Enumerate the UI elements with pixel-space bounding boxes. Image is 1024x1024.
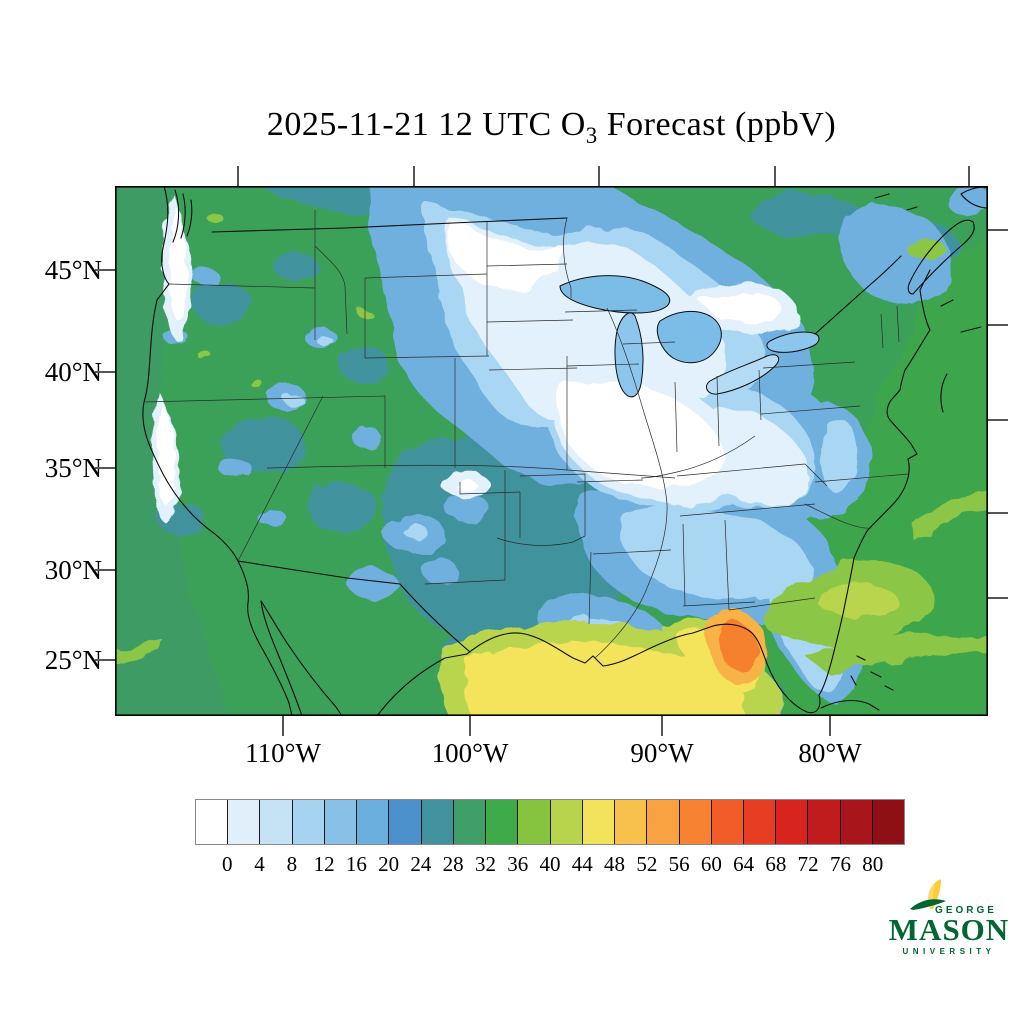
gmu-logo: GEORGE MASON UNIVERSITY: [886, 879, 1012, 971]
colorbar-tick-label: 8: [286, 852, 298, 876]
gmu-leaf-icon: [910, 879, 946, 910]
colorbar-tick-label: 64: [733, 852, 755, 876]
colorbar-segment: [743, 800, 777, 844]
colorbar-tick-label: 52: [636, 852, 658, 876]
colorbar-segment: [647, 800, 680, 844]
colorbar-segment: [679, 800, 712, 844]
colorbar-tick-label: 48: [604, 852, 626, 876]
colorbar-segment: [582, 800, 616, 844]
lat-tick-label: 35°N: [44, 453, 102, 483]
colorbar-segment: [550, 800, 583, 844]
lon-tick-top: [237, 166, 239, 186]
colorbar-tick-label: 44: [571, 852, 593, 876]
colorbar-segment: [357, 800, 390, 844]
great-lakes: [559, 275, 820, 398]
colorbar-segment: [389, 800, 422, 844]
lat-tick-label: 25°N: [44, 645, 102, 675]
colorbar-segment: [260, 800, 293, 844]
lon-tick-top: [413, 166, 415, 186]
lat-tick-label: 30°N: [44, 555, 102, 585]
lon-tick-label: 80°W: [798, 738, 862, 768]
colorbar-segment: [324, 800, 358, 844]
lon-tick-bottom: [829, 716, 831, 736]
lon-tick-bottom: [282, 716, 284, 736]
logo-line-mason: MASON: [888, 912, 1010, 947]
lon-tick-label: 90°W: [630, 738, 694, 768]
lon-tick-bottom: [469, 716, 471, 736]
coastlines: [142, 186, 988, 716]
colorbar-tick-label: 32: [474, 852, 496, 876]
colorbar: [195, 799, 905, 845]
ozone-concentration-map: [115, 186, 988, 716]
lat-tick-right: [988, 229, 1008, 231]
title-subscript: 3: [585, 122, 598, 148]
colorbar-segment: [486, 800, 519, 844]
colorbar-tick-label: 24: [410, 852, 432, 876]
colorbar-segment: [615, 800, 648, 844]
lat-tick-label: 45°N: [44, 255, 102, 285]
lon-tick-bottom: [661, 716, 663, 736]
lat-tick-right: [988, 512, 1008, 514]
logo-line-george: GEORGE: [935, 905, 997, 916]
colorbar-tick-label: 36: [507, 852, 529, 876]
lat-tick-left: [95, 371, 115, 373]
lat-tick-right: [988, 597, 1008, 599]
colorbar-tick-label: 76: [829, 852, 851, 876]
colorbar-segment: [776, 800, 809, 844]
lon-tick-top: [598, 166, 600, 186]
colorbar-segment: [196, 800, 229, 844]
lat-tick-left: [95, 467, 115, 469]
colorbar-tick-label: 80: [862, 852, 884, 876]
lon-tick-top: [774, 166, 776, 186]
lat-tick-left: [95, 269, 115, 271]
colorbar-segment: [872, 800, 905, 844]
lat-tick-left: [95, 569, 115, 571]
logo-line-university: UNIVERSITY: [902, 947, 996, 956]
colorbar-segment: [292, 800, 325, 844]
lat-tick-right: [988, 419, 1008, 421]
colorbar-tick-label: 56: [668, 852, 690, 876]
state-borders: [143, 210, 909, 659]
colorbar-tick-label: 68: [765, 852, 787, 876]
colorbar-tick-label: 12: [313, 852, 335, 876]
colorbar-tick-label: 0: [222, 852, 233, 876]
colorbar-tick-label: 60: [700, 852, 722, 876]
colorbar-tick-label: 16: [345, 852, 367, 876]
lon-tick-label: 110°W: [245, 738, 321, 768]
colorbar-tick-label: 4: [254, 852, 265, 876]
contour-field: [115, 186, 988, 716]
colorbar-tick-label: 40: [539, 852, 561, 876]
lat-tick-right: [988, 324, 1008, 326]
colorbar-segment: [518, 800, 551, 844]
colorbar-segment: [453, 800, 487, 844]
map-frame: [115, 186, 988, 716]
colorbar-tick-label: 72: [797, 852, 819, 876]
colorbar-segment: [840, 800, 873, 844]
lat-tick-label: 40°N: [44, 357, 102, 387]
colorbar-segment: [808, 800, 841, 844]
colorbar-segment: [421, 800, 454, 844]
page-title: 2025-11-21 12 UTC O3 Forecast (ppbV): [266, 106, 837, 148]
colorbar-segment: [228, 800, 261, 844]
colorbar-segment: [711, 800, 744, 844]
colorbar-tick-label: 28: [442, 852, 464, 876]
lat-tick-left: [95, 659, 115, 661]
lon-tick-label: 100°W: [431, 738, 509, 768]
colorbar-tick-label: 20: [378, 852, 400, 876]
lon-tick-top: [968, 166, 970, 186]
